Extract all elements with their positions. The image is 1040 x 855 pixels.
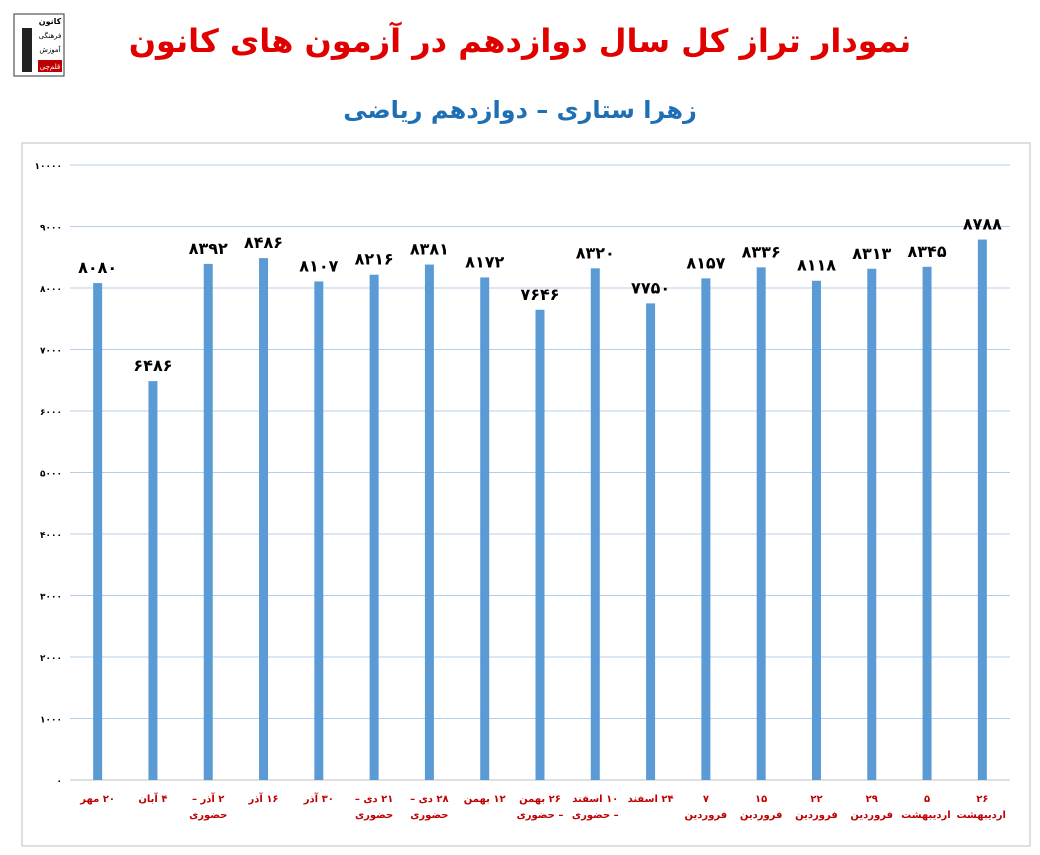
value-label: ۸۳۴۵	[908, 242, 947, 261]
x-tick-label: ۷ فروردین	[684, 794, 728, 821]
x-tick-label: ۲۱ دی – حضوری	[354, 794, 394, 821]
logo-text: کانون	[39, 17, 62, 26]
value-label: ۸۳۱۳	[852, 244, 891, 263]
bar	[701, 278, 711, 780]
y-tick-label: ۸۰۰۰	[40, 285, 62, 295]
x-tick-label: ۲۲ فروردین	[795, 794, 838, 821]
logo: کانون فرهنگی آموزش قلم‌چی	[13, 13, 65, 77]
bar	[314, 281, 324, 780]
chart-title: نمودار تراز کل سال دوازدهم در آزمون های …	[129, 21, 912, 60]
y-tick-label: ۲۰۰۰	[40, 654, 62, 664]
bar	[922, 266, 932, 781]
value-label: ۸۳۹۲	[189, 239, 228, 258]
bar	[535, 309, 545, 780]
bar	[148, 381, 158, 780]
y-tick-label: ۵۰۰۰	[40, 470, 62, 480]
x-tick-label: ۲ آذر – حضوری	[189, 794, 228, 821]
logo-figure	[22, 28, 32, 72]
value-label: ۸۱۵۷	[686, 253, 725, 272]
x-tick-label: ۴ آبان	[138, 794, 168, 805]
x-tick-label: ۲۴ اسفند	[627, 794, 674, 805]
value-label: ۶۴۸۶	[133, 356, 172, 375]
x-tick-label: ۲۶ اردیبهشت	[956, 794, 1006, 821]
bar	[977, 239, 987, 781]
bar	[203, 263, 213, 781]
value-label: ۸۱۱۸	[797, 256, 836, 275]
y-tick-label: ۹۰۰۰	[40, 224, 62, 234]
value-label: ۸۳۸۱	[410, 240, 449, 259]
bar	[424, 264, 434, 781]
bar	[369, 274, 379, 780]
value-label: ۷۷۵۰	[631, 278, 670, 297]
logo-badge	[38, 60, 62, 72]
x-tick-label: ۱۶ آذر	[248, 794, 279, 805]
y-tick-label: ۴۰۰۰	[40, 531, 62, 541]
value-label: ۸۳۲۰	[576, 243, 615, 262]
bar	[590, 268, 600, 780]
value-label: ۸۰۸۰	[78, 258, 117, 277]
x-tick-label: ۲۹ فروردین	[850, 794, 894, 821]
logo-text: آموزش	[39, 45, 61, 54]
value-label: ۸۷۸۸	[963, 215, 1002, 234]
y-tick-label: ۶۰۰۰	[40, 408, 62, 418]
x-tick-label: ۱۲ بهمن	[463, 794, 506, 805]
y-tick-label: ۳۰۰۰	[40, 593, 62, 603]
x-tick-label: ۱۵ فروردین	[739, 794, 783, 821]
bar	[756, 267, 766, 780]
bar	[93, 283, 103, 780]
x-tick-label: ۲۰ مهر	[80, 794, 115, 805]
value-label: ۸۴۸۶	[244, 233, 283, 252]
x-tick-label: ۱۰ اسفند – حضوری	[571, 794, 619, 821]
value-label: ۷۶۴۶	[520, 285, 559, 304]
y-tick-label: ۰	[57, 777, 63, 787]
logo-text: فرهنگی	[39, 31, 62, 40]
bar	[480, 277, 490, 780]
bar	[867, 268, 877, 780]
value-label: ۸۱۰۷	[299, 256, 338, 275]
value-label: ۸۲۱۶	[355, 250, 394, 269]
chart-subtitle: زهرا ستاری – دوازدهم ریاضی	[343, 96, 697, 124]
bar	[259, 258, 269, 781]
y-tick-label: ۱۰۰۰۰	[35, 162, 62, 172]
y-tick-label: ۷۰۰۰	[40, 347, 62, 357]
chart-frame	[21, 142, 1031, 847]
value-label: ۸۳۳۶	[742, 242, 781, 261]
x-tick-label: ۲۸ دی – حضوری	[410, 794, 449, 821]
y-tick-label: ۱۰۰۰	[40, 716, 62, 726]
x-tick-label: ۳۰ آذر	[303, 794, 334, 805]
x-tick-label: ۵ اردیبهشت	[901, 794, 951, 821]
x-tick-label: ۲۶ بهمن – حضوری	[516, 794, 564, 821]
bar	[811, 280, 821, 780]
logo-text: قلم‌چی	[40, 63, 60, 71]
value-label: ۸۱۷۲	[465, 252, 504, 271]
bar	[646, 303, 656, 780]
